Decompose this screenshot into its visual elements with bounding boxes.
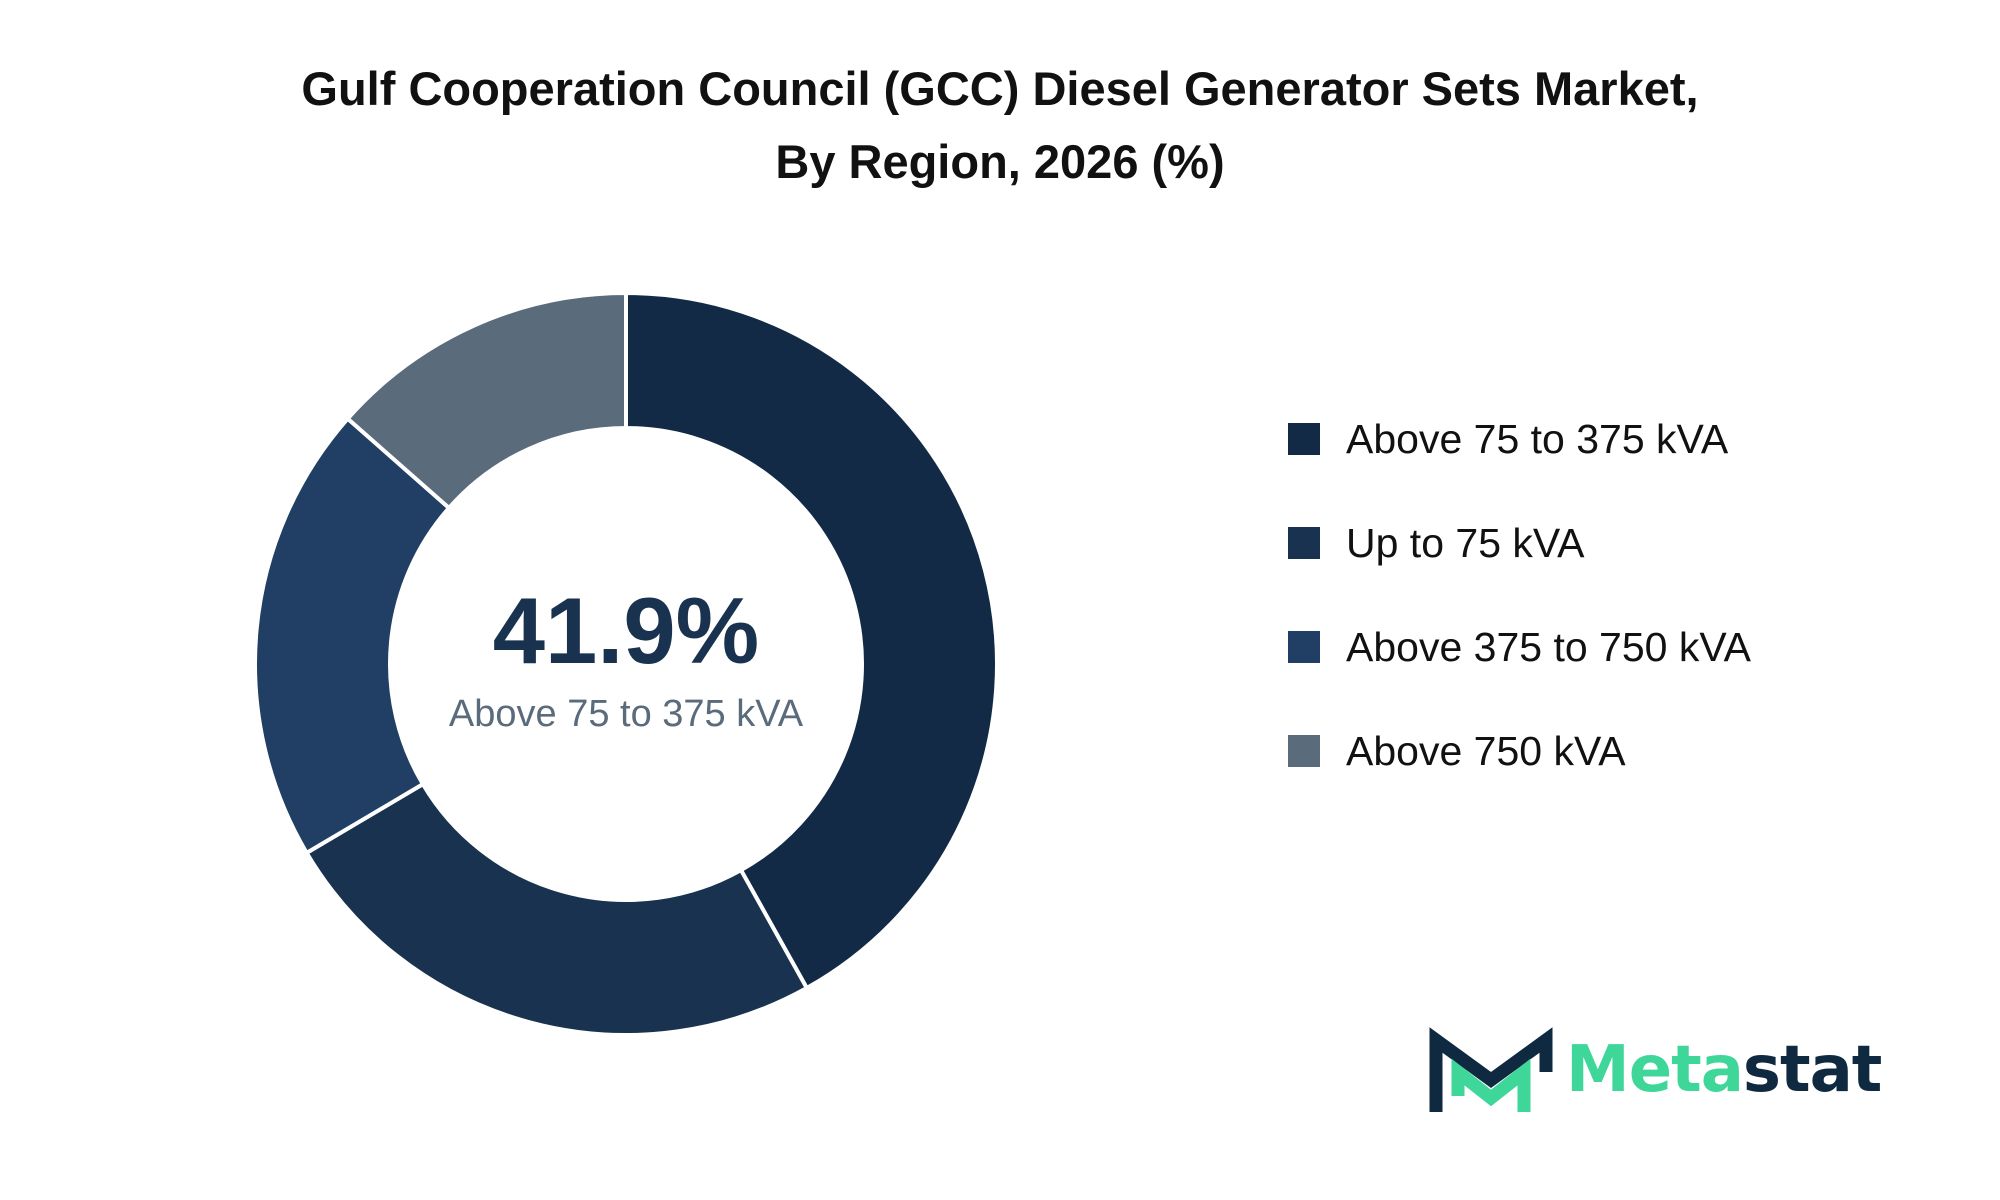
donut-slice-4 xyxy=(344,290,628,511)
legend: Above 75 to 375 kVA Up to 75 kVA Above 375… xyxy=(1288,387,1751,803)
metastat-logo-icon xyxy=(1429,1027,1553,1112)
legend-swatch xyxy=(1288,527,1320,559)
logo-text-stat: stat xyxy=(1742,1033,1882,1107)
donut-slice-1 xyxy=(624,290,999,991)
donut-slices xyxy=(253,290,999,1037)
center-label: Above 75 to 375 kVA xyxy=(449,693,804,735)
metastat-logo: Metastat xyxy=(1428,1022,1882,1118)
donut-slice-3 xyxy=(253,415,452,856)
legend-swatch xyxy=(1288,631,1320,663)
legend-item: Up to 75 kVA xyxy=(1288,491,1751,595)
legend-item: Above 750 kVA xyxy=(1288,699,1751,803)
donut-slice-2 xyxy=(303,781,810,1037)
legend-label: Above 750 kVA xyxy=(1346,727,1626,774)
legend-item: Above 375 to 750 kVA xyxy=(1288,595,1751,699)
legend-swatch xyxy=(1288,423,1320,455)
legend-label: Up to 75 kVA xyxy=(1346,519,1585,566)
legend-label: Above 75 to 375 kVA xyxy=(1346,415,1729,462)
chart-title-line2: By Region, 2026 (%) xyxy=(775,135,1225,188)
metastat-logo-text: Metastat xyxy=(1566,1038,1882,1102)
legend-item: Above 75 to 375 kVA xyxy=(1288,387,1751,491)
chart-title-line1: Gulf Cooperation Council (GCC) Diesel Ge… xyxy=(301,62,1699,115)
donut-chart: 41.9% Above 75 to 375 kVA xyxy=(253,290,999,1037)
legend-swatch xyxy=(1288,735,1320,767)
logo-text-meta: Meta xyxy=(1566,1033,1744,1107)
legend-label: Above 375 to 750 kVA xyxy=(1346,623,1751,670)
chart-title: Gulf Cooperation Council (GCC) Diesel Ge… xyxy=(0,52,2000,198)
center-value: 41.9% xyxy=(493,578,760,683)
